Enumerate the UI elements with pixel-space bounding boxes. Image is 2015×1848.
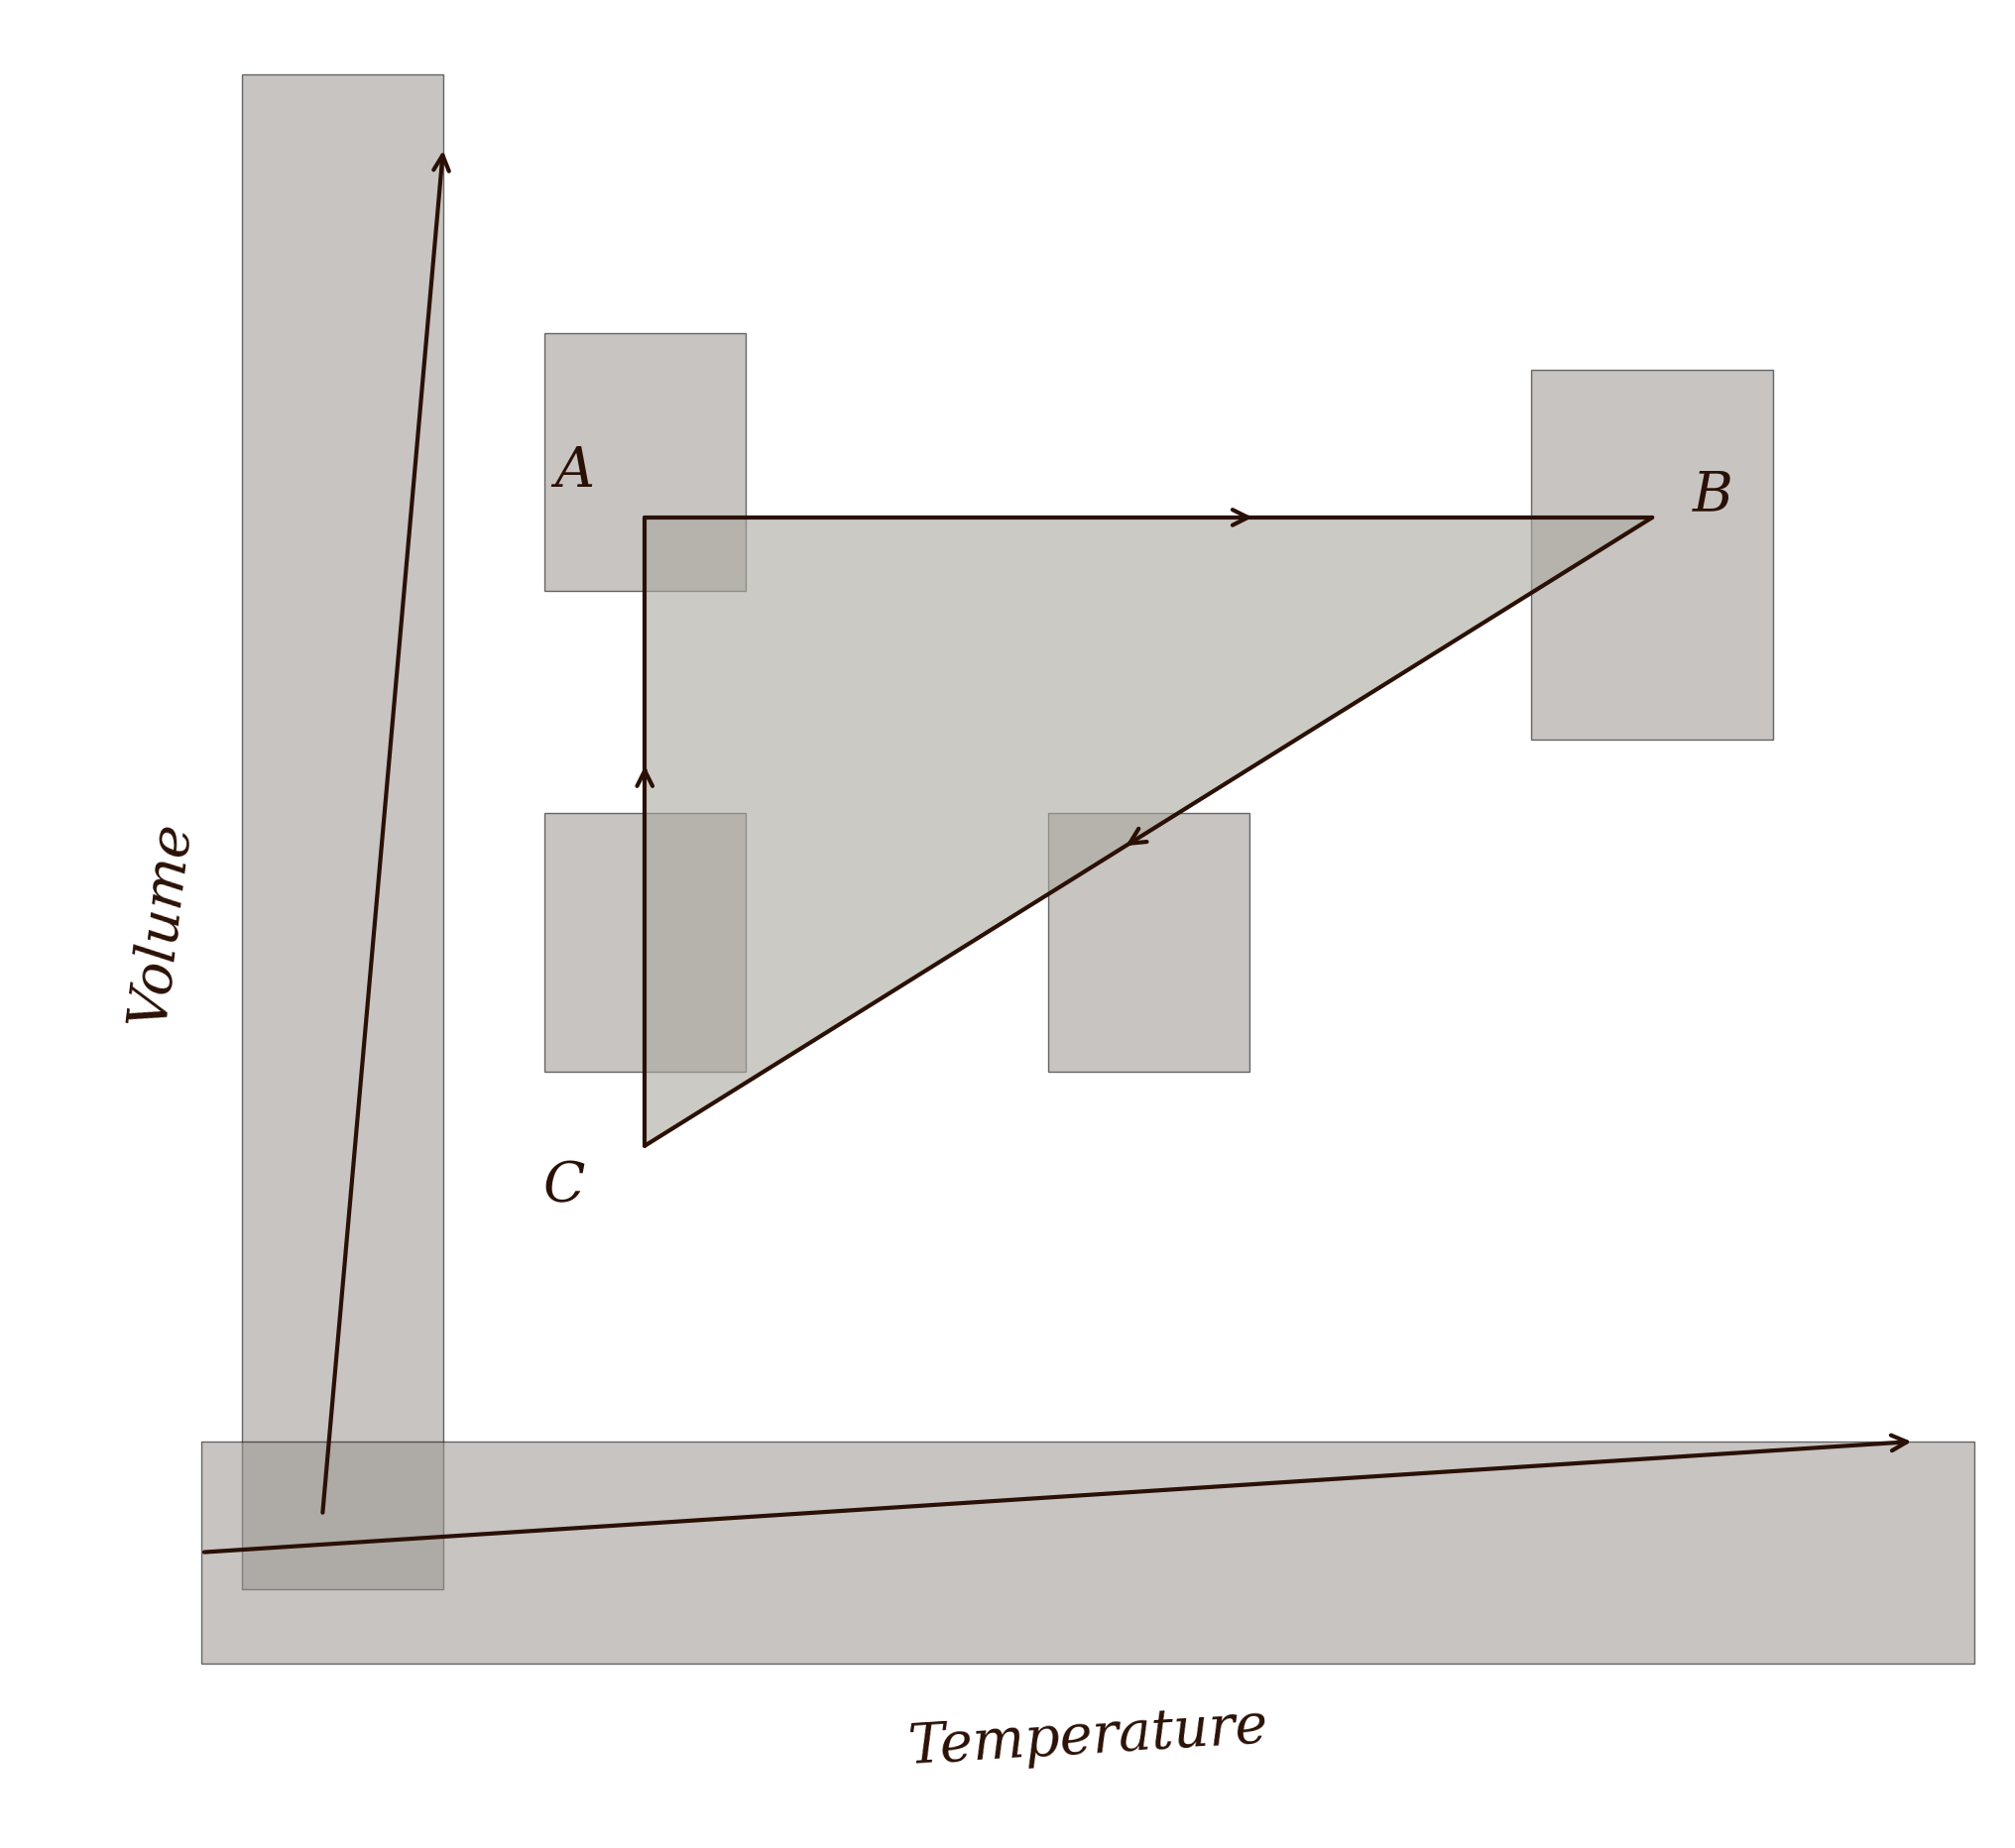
Text: C: C (544, 1159, 584, 1214)
Text: Volume: Volume (121, 819, 202, 1029)
FancyBboxPatch shape (242, 74, 443, 1589)
Text: Temperature: Temperature (907, 1698, 1269, 1776)
FancyBboxPatch shape (1531, 370, 1773, 739)
FancyBboxPatch shape (544, 813, 746, 1072)
FancyBboxPatch shape (544, 333, 746, 591)
FancyBboxPatch shape (202, 1441, 1975, 1663)
Text: A: A (554, 444, 594, 499)
Polygon shape (645, 517, 1652, 1146)
Text: B: B (1693, 468, 1733, 523)
FancyBboxPatch shape (1048, 813, 1249, 1072)
